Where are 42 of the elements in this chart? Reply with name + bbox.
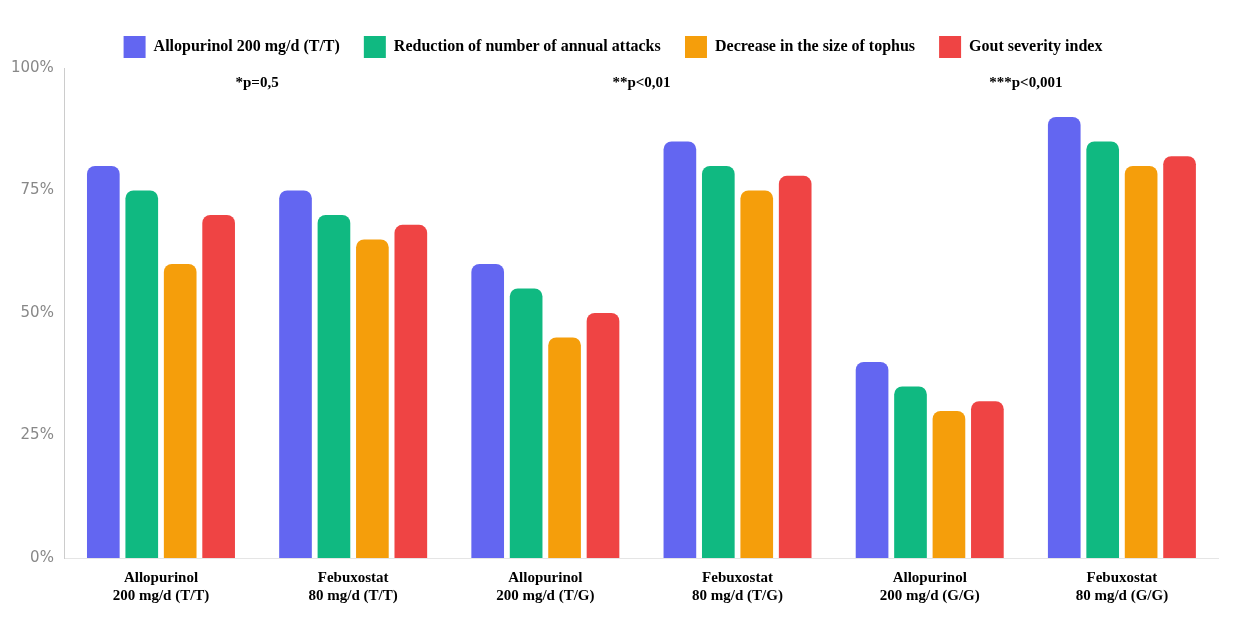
x-tick-label: Febuxostat 80 mg/d (T/T): [308, 568, 398, 604]
bar: [740, 190, 774, 558]
bar: [163, 264, 197, 558]
bar: [663, 141, 697, 558]
bar: [279, 190, 312, 558]
y-tick-label: 0%: [30, 547, 54, 566]
y-tick-label: 75%: [20, 180, 54, 199]
y-tick-label: 25%: [20, 425, 54, 444]
legend-label: Decrease in the size of tophus: [714, 37, 916, 56]
bar: [855, 362, 889, 558]
bar: [394, 224, 428, 558]
bar: [471, 264, 505, 558]
bar: [548, 337, 581, 558]
legend-label: Reduction of number of annual attacks: [393, 37, 661, 55]
bar: [317, 215, 351, 558]
bar: [1124, 166, 1158, 558]
x-tick-label: Allopurinol 200 mg/d (G/G): [879, 568, 980, 604]
bar: [86, 166, 120, 558]
legend-label: Gout severity index: [969, 37, 1103, 56]
bar: [1086, 141, 1120, 558]
bar: [586, 313, 620, 558]
bar: [701, 166, 735, 558]
bar: [202, 215, 235, 558]
annotation: ***p<0,001: [989, 74, 1063, 91]
legend-label: Allopurinol 200 mg/d (T/T): [153, 37, 340, 56]
bar: [125, 190, 159, 558]
bar: [509, 288, 543, 558]
y-tick-label: 100%: [10, 57, 54, 76]
annotation: **p<0,01: [612, 74, 671, 91]
bar: [1163, 156, 1196, 558]
bar: [894, 386, 927, 558]
x-tick-label: Allopurinol 200 mg/d (T/G): [496, 568, 595, 604]
bar: [356, 239, 389, 558]
x-tick-label: Allopurinol 200 mg/d (T/T): [112, 568, 210, 604]
x-tick-label: Febuxostat 80 mg/d (G/G): [1075, 568, 1169, 604]
bar: [1047, 117, 1081, 558]
annotation: *p=0,5: [235, 74, 279, 91]
bar: [932, 411, 966, 558]
bar: [971, 401, 1004, 558]
bar: [778, 175, 812, 558]
y-tick-label: 50%: [20, 302, 54, 321]
x-tick-label: Febuxostat 80 mg/d (T/G): [692, 568, 783, 604]
